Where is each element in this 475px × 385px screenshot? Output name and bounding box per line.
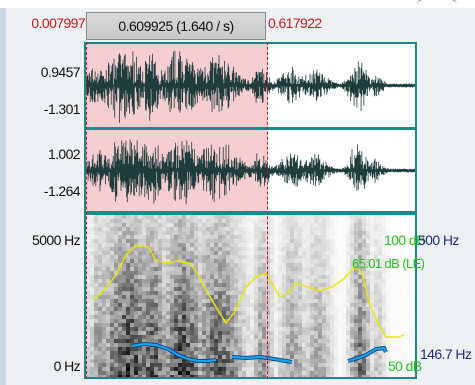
spectrogram-panel[interactable] (84, 213, 417, 379)
selection-start-time: 0.007997 (31, 15, 85, 31)
waveform-1-min-label: -1.301 (43, 101, 81, 117)
waveform-channel-1[interactable] (84, 42, 417, 129)
window-top-edge (0, 0, 475, 8)
selection-start-line (86, 42, 87, 379)
waveform-samples (86, 139, 415, 205)
waveform-samples (86, 50, 415, 123)
waveform-2-trace (86, 139, 415, 205)
pitch-contour (131, 342, 217, 363)
waveform-2-max-label: 1.002 (47, 146, 81, 162)
selection-duration-label: 0.609925 (1.640 / s) (118, 18, 234, 34)
window-corner-decoration (417, 0, 457, 12)
pitch-contour (347, 346, 387, 363)
pitch-cursor-label: 146.7 Hz (420, 346, 472, 362)
intensity-max-label: 100 dB (384, 232, 425, 248)
selection-duration-bar[interactable]: 0.609925 (1.640 / s) (86, 12, 266, 40)
waveform-1-trace (86, 50, 415, 123)
spectrogram-image (86, 215, 415, 377)
selection-end-time: 0.617922 (268, 15, 322, 31)
spectrogram-texture (86, 215, 415, 377)
waveform-1-max-label: 0.9457 (40, 64, 81, 80)
window-left-edge (0, 8, 6, 385)
waveform-2-min-label: -1.264 (43, 183, 81, 199)
intensity-cursor-label: 65.01 dB (LE) (352, 256, 425, 271)
waveform-channel-2[interactable] (84, 128, 417, 213)
formant-max-label: 500 Hz (418, 232, 459, 248)
spectrogram-max-frequency-label: 5000 Hz (32, 232, 81, 248)
intensity-min-label: 50 dB (388, 358, 422, 374)
selection-end-line (267, 42, 268, 379)
spectrogram-min-frequency-label: 0 Hz (53, 358, 81, 374)
intensity-contour (93, 244, 405, 338)
